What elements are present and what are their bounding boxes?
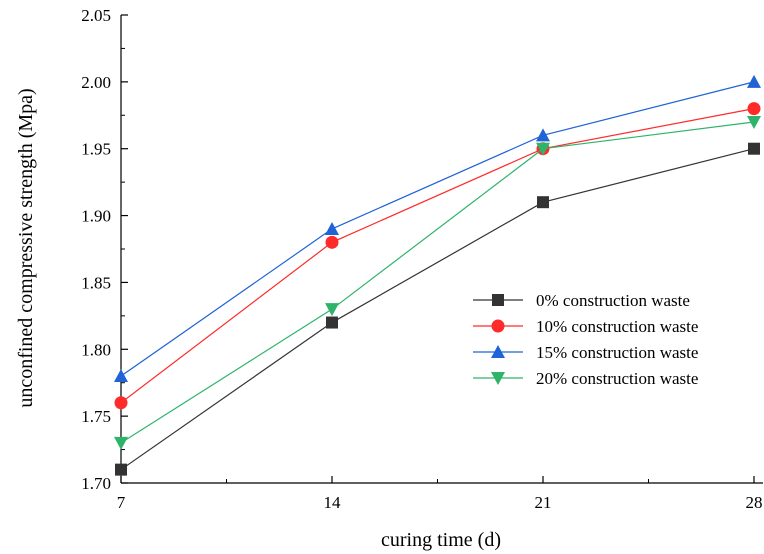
series-3: [114, 115, 761, 450]
x-axis-title: curing time (d): [381, 529, 501, 551]
legend-label: 10% construction waste: [536, 317, 698, 336]
legend-item: 20% construction waste: [473, 369, 698, 388]
data-point: [114, 396, 128, 410]
x-tick-label: 14: [324, 493, 342, 512]
data-point: [325, 235, 339, 249]
data-point: [114, 369, 128, 383]
series-line: [120, 121, 755, 444]
data-point: [325, 221, 339, 235]
series-2: [114, 74, 761, 383]
y-tick-label: 1.70: [81, 474, 111, 493]
data-point: [748, 142, 760, 155]
data-point: [325, 303, 339, 317]
y-tick-label: 2.00: [81, 73, 111, 92]
legend-label: 20% construction waste: [536, 369, 698, 388]
series-1: [114, 102, 761, 410]
data-point: [326, 316, 338, 329]
series-line: [120, 148, 755, 471]
chart-axes: [120, 15, 763, 484]
x-tick-label: 7: [117, 493, 126, 512]
x-tick-label: 28: [746, 493, 763, 512]
y-tick-label: 1.80: [81, 340, 111, 359]
legend-marker: [492, 294, 504, 306]
series-line: [120, 108, 755, 404]
legend-item: 15% construction waste: [473, 343, 698, 362]
y-tick-label: 2.05: [81, 6, 111, 25]
legend-label: 0% construction waste: [536, 291, 690, 310]
data-point: [537, 196, 549, 209]
y-tick-label: 1.85: [81, 273, 111, 292]
legend-item: 10% construction waste: [473, 317, 698, 336]
data-point: [536, 128, 550, 142]
x-tick-label: 21: [535, 493, 552, 512]
data-point: [747, 74, 761, 88]
legend: 0% construction waste 10% construction wa…: [473, 291, 698, 388]
data-point: [747, 102, 761, 116]
series-layer: [114, 74, 761, 476]
series-line: [120, 81, 755, 377]
series-0: [115, 142, 760, 476]
legend-item: 0% construction waste: [473, 291, 690, 310]
data-point: [115, 463, 127, 476]
data-point: [536, 142, 550, 156]
legend-label: 15% construction waste: [536, 343, 698, 362]
y-tick-label: 1.90: [81, 207, 111, 226]
y-tick-label: 1.95: [81, 140, 111, 159]
y-axis-title: unconfined compressive strength (Mpa): [15, 88, 37, 407]
axis-ticks: 1.70 1.75 1.80 1.85 1.90 1.95 2.00 2.05 7 14 21 28: [81, 6, 762, 512]
data-point: [747, 115, 761, 129]
legend-marker: [491, 345, 505, 358]
y-tick-label: 1.75: [81, 407, 111, 426]
legend-marker: [491, 319, 505, 333]
legend-marker: [491, 372, 505, 385]
data-point: [114, 436, 128, 450]
